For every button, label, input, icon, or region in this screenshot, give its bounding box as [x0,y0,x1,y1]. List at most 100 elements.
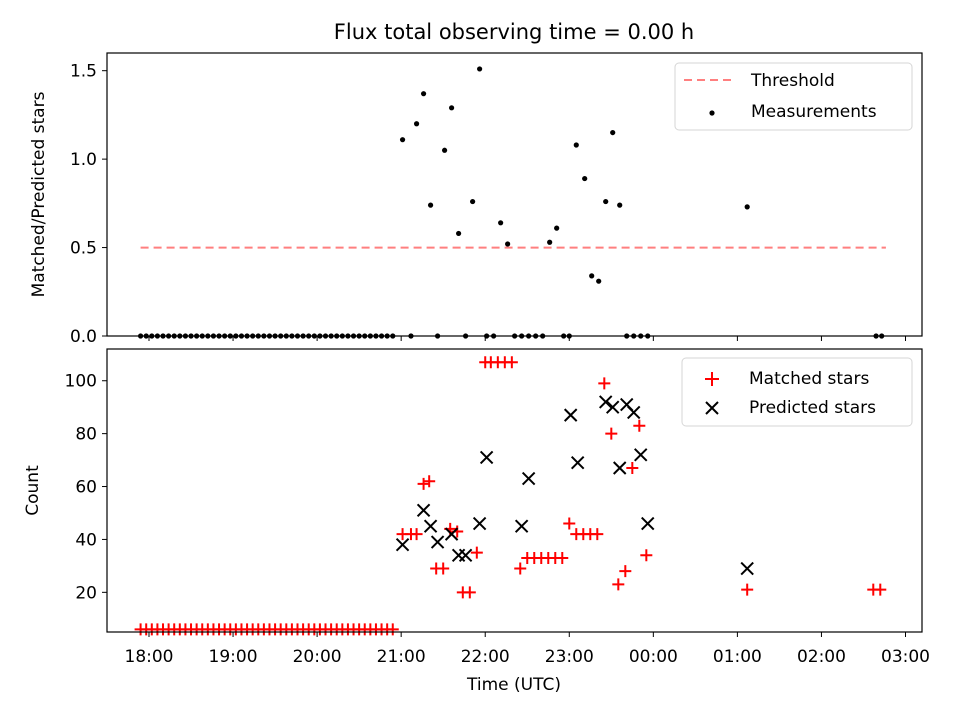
bottom-y-tick-label: 40 [75,530,97,550]
matched-star-point [470,546,483,559]
x-tick-label: 01:00 [713,647,762,667]
measurement-point [449,105,455,111]
top-y-axis-label: Matched/Predicted stars [29,91,49,297]
measurement-point [470,198,476,205]
matched-star-point [423,475,436,488]
measurement-point [573,142,579,148]
matched-star-point [598,377,611,390]
matched-star-point [741,583,754,596]
top-y-tick-label: 0.5 [70,239,97,259]
measurement-point [617,202,623,208]
matched-star-point [410,528,423,541]
predicted-star-point [605,400,620,414]
measurement-point [554,225,560,231]
predicted-star-point [563,408,578,422]
predicted-star-point [479,450,494,465]
matched-star-point [505,356,518,369]
matched-star-point [591,528,604,541]
bottom-y-tick-label: 60 [75,478,97,498]
x-tick-label: 00:00 [629,647,678,667]
measurement-point [582,175,588,182]
matched-legend-swatch [705,372,719,386]
bottom-y-tick-label: 100 [65,372,97,392]
matched-legend-label: Matched stars [749,369,869,389]
measurement-point [413,121,420,127]
matched-star-point [633,419,646,432]
matched-star-point [386,623,399,636]
predicted-star-point [627,405,641,420]
bottom-panel-frame [106,348,923,633]
matched-star-point [514,562,527,575]
measurement-point [441,147,448,153]
top-panel-frame [106,52,923,337]
x-tick-label: 02:00 [797,647,846,667]
measurement-point [596,278,602,284]
predicted-legend-label: Predicted stars [749,398,876,418]
measurement-point [420,91,427,97]
predicted-star-point [641,516,655,531]
predicted-star-point [472,516,487,531]
measurement-point [610,129,616,136]
top-panel: 0.0 0.5 1.0 1.5 Matched/Predicted stars Thr… [29,52,923,347]
measurement-point [547,239,553,245]
x-tick-label: 19:00 [209,647,258,667]
bottom-panel-marks [134,356,887,636]
measurement-point [589,273,595,279]
matched-star-point [612,578,625,591]
bottom-y-tick-label: 80 [75,425,97,445]
chart-title: Flux total observing time = 0.00 h [334,20,694,44]
top-panel-marks [137,66,886,339]
measurement-point [505,241,511,247]
bottom-y-axis-label: Count [23,465,43,516]
matched-star-point [874,583,887,596]
measurement-point [477,66,483,72]
bottom-panel-ticks: 18:00 19:00 20:00 21:00 22:00 23:00 00:00 01:00… [65,372,930,667]
x-tick-label: 21:00 [377,647,426,667]
predicted-star-point [598,395,613,409]
predicted-star-point [521,471,536,486]
measurements-legend-label: Measurements [751,102,877,122]
top-y-tick-label: 1.0 [70,150,97,170]
top-y-tick-label: 1.5 [70,62,97,82]
predicted-star-point [458,548,473,563]
matched-star-point [626,462,639,475]
bottom-legend: Matched stars Predicted stars [681,357,913,427]
predicted-star-point [444,527,459,541]
matched-star-point [640,549,653,562]
predicted-star-point [613,461,627,475]
bottom-legend-box [681,357,913,427]
predicted-star-point [514,519,529,533]
x-tick-label: 20:00 [293,647,342,667]
threshold-legend-label: Threshold [750,71,835,91]
predicted-star-point [570,456,585,470]
matched-star-point [563,517,576,530]
matched-star-point [437,562,450,575]
predicted-star-point [430,535,445,549]
measurement-point [427,202,434,208]
bottom-panel: 18:00 19:00 20:00 21:00 22:00 23:00 00:00 01:00… [23,348,930,695]
predicted-star-point [423,519,438,533]
predicted-star-point [740,561,754,576]
bottom-y-tick-label: 20 [75,583,97,603]
measurement-point [603,198,609,205]
predicted-star-point [395,538,410,552]
predicted-star-point [416,503,431,518]
x-tick-label: 03:00 [881,647,930,667]
x-axis-label: Time (UTC) [466,675,561,695]
x-tick-label: 22:00 [461,647,510,667]
matched-star-point [605,427,618,440]
x-tick-label: 23:00 [545,647,594,667]
top-y-tick-label: 0.0 [70,327,97,347]
matched-star-point [619,565,632,578]
measurements-legend-swatch [709,110,715,116]
top-panel-ticks: 0.0 0.5 1.0 1.5 [70,62,906,347]
top-legend: Threshold Measurements [674,62,913,131]
measurement-point [456,230,462,237]
x-tick-label: 18:00 [125,647,174,667]
measurement-point [744,204,750,210]
matched-star-point [417,477,430,490]
predicted-legend-swatch [705,401,719,415]
measurement-point [498,220,504,226]
measurement-point [399,137,406,143]
